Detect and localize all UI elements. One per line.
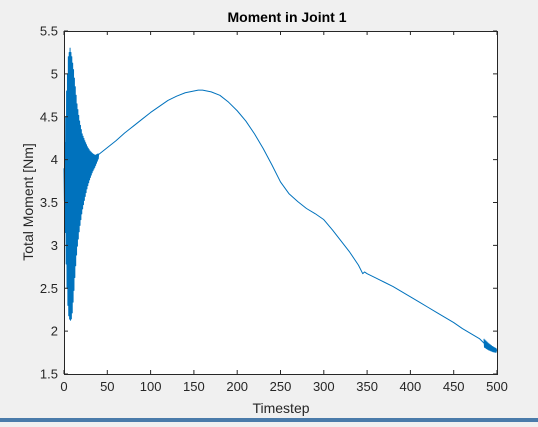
x-tick-label: 150 bbox=[183, 379, 205, 394]
x-tick-label: 300 bbox=[313, 379, 335, 394]
y-axis-label: Total Moment [Nm] bbox=[20, 143, 36, 260]
x-tick-label: 450 bbox=[443, 379, 465, 394]
x-tick-label: 400 bbox=[400, 379, 422, 394]
x-tick-label: 350 bbox=[356, 379, 378, 394]
y-tick-label: 4.5 bbox=[40, 109, 58, 124]
y-tick-label: 5.5 bbox=[40, 24, 58, 39]
y-tick-label: 1.5 bbox=[40, 367, 58, 382]
x-tick-label: 0 bbox=[60, 379, 67, 394]
x-tick-label: 500 bbox=[486, 379, 508, 394]
y-tick-label: 2 bbox=[51, 324, 58, 339]
x-tick-label: 250 bbox=[270, 379, 292, 394]
x-tick-label: 200 bbox=[226, 379, 248, 394]
plot-area bbox=[64, 31, 497, 374]
y-tick-label: 4 bbox=[51, 152, 58, 167]
y-tick-label: 5 bbox=[51, 66, 58, 81]
y-tick-label: 3.5 bbox=[40, 195, 58, 210]
x-tick-label: 50 bbox=[100, 379, 114, 394]
x-axis-label: Timestep bbox=[252, 400, 309, 416]
x-tick-label: 100 bbox=[140, 379, 162, 394]
window-bottom-bar bbox=[0, 418, 538, 422]
y-tick-label: 3 bbox=[51, 238, 58, 253]
chart-title: Moment in Joint 1 bbox=[228, 9, 347, 25]
y-tick-label: 2.5 bbox=[40, 281, 58, 296]
